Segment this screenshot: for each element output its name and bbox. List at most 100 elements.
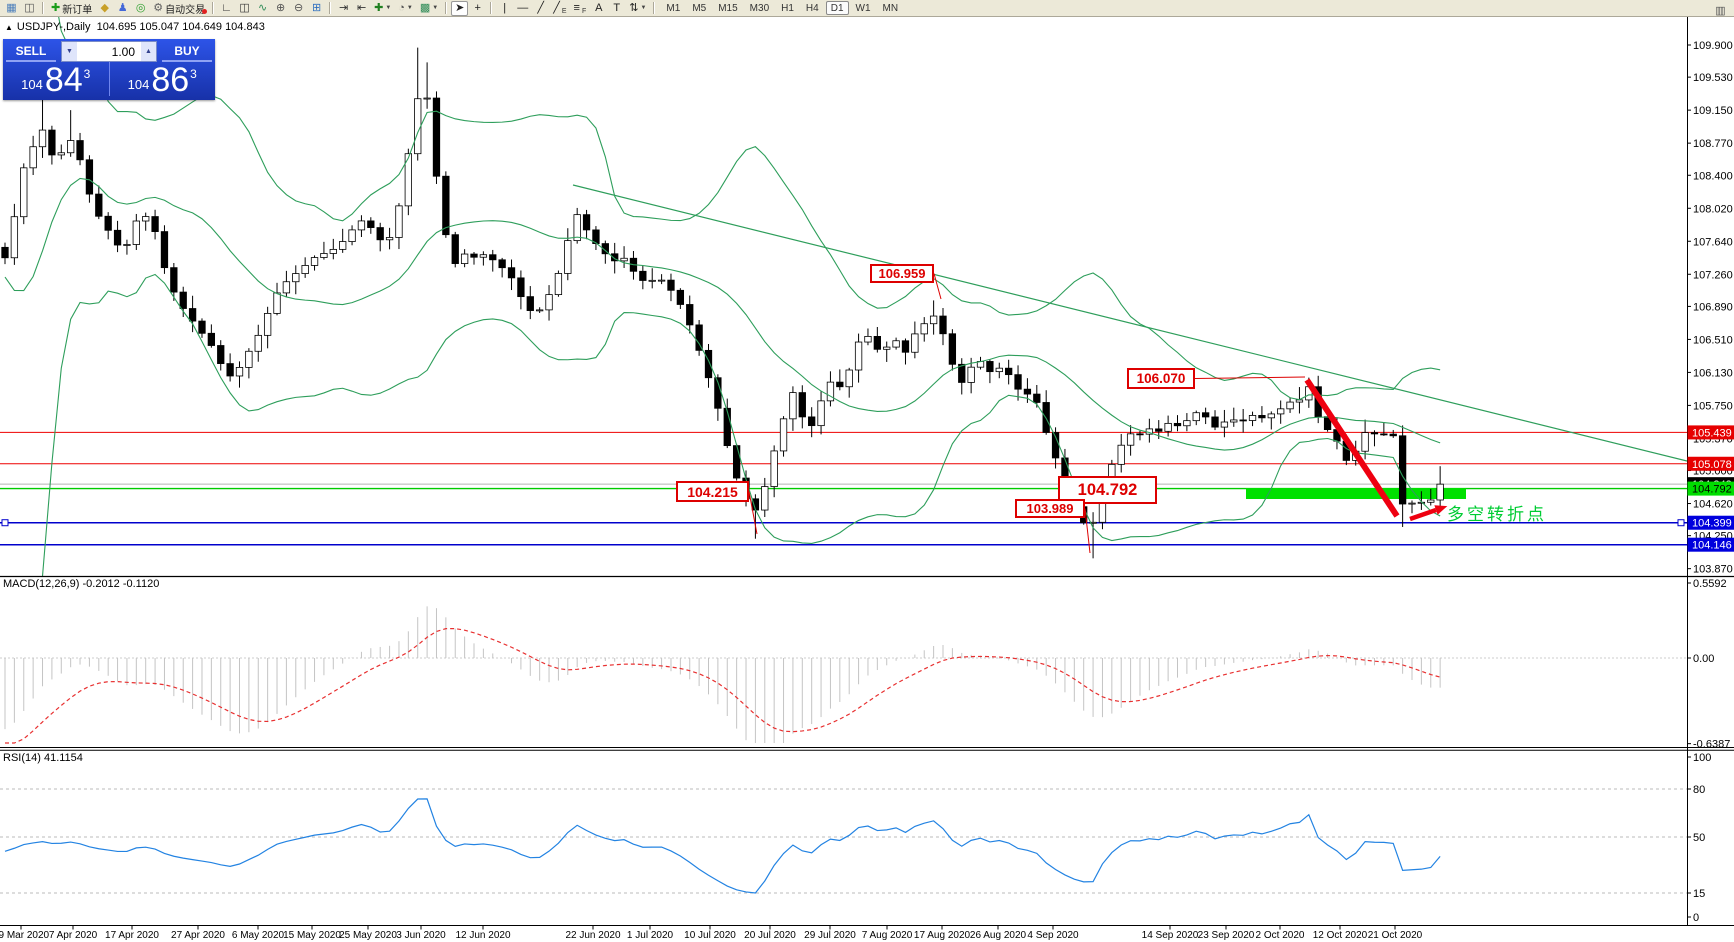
svg-text:107.640: 107.640 (1693, 236, 1733, 248)
symbol-period-label: USDJPY-,Daily (16, 21, 91, 33)
text-label-button[interactable]: T (608, 1, 625, 16)
timeframe-m15[interactable]: M15 (713, 1, 742, 15)
arrows-button[interactable]: ⇅ ▼ (626, 1, 649, 16)
vertical-line-button[interactable]: | (496, 1, 513, 16)
volume-increase-button[interactable]: ▲ (141, 42, 156, 61)
indicators-button[interactable]: ✚ ▼ (371, 1, 394, 16)
svg-text:12 Oct 2020: 12 Oct 2020 (1313, 930, 1368, 941)
line-handle[interactable] (1, 519, 9, 527)
svg-text:109.900: 109.900 (1693, 40, 1733, 52)
dropdown-caret-icon[interactable]: ▼ (385, 5, 392, 11)
text-label-icon: T (613, 1, 621, 14)
svg-text:29 Mar 2020: 29 Mar 2020 (0, 930, 50, 941)
price-callout[interactable]: 106.959 (870, 264, 934, 283)
zoom-out-button[interactable]: ⊖ (290, 1, 307, 16)
zoom-out-icon: ⊖ (293, 1, 304, 14)
collapse-trade-panel-icon[interactable]: ▲ (5, 23, 13, 32)
signals-button[interactable]: ◎ (132, 1, 149, 16)
svg-text:7 Apr 2020: 7 Apr 2020 (49, 930, 98, 941)
bull-bear-turning-point-label[interactable]: 多空转折点 (1447, 505, 1547, 524)
buy-button[interactable]: BUY (162, 41, 212, 62)
horizontal-line-icon: — (517, 1, 529, 14)
red-down-arrow[interactable] (1304, 378, 1400, 518)
bollinger-lower-band (41, 273, 1441, 576)
candlestick-chart-button[interactable]: ◫ (236, 1, 253, 16)
dropdown-caret-icon[interactable]: ▼ (640, 5, 647, 11)
cursor-button[interactable]: ➤ (451, 0, 469, 16)
timeframe-m5[interactable]: M5 (687, 1, 711, 15)
toolbar-separator (653, 2, 656, 14)
red-arrowhead (1434, 505, 1448, 515)
price-callout[interactable]: 103.989 (1015, 499, 1085, 518)
svg-text:17 Apr 2020: 17 Apr 2020 (105, 930, 159, 941)
fibonacci-icon: ≡ (573, 1, 580, 14)
svg-text:14 Sep 2020: 14 Sep 2020 (1142, 930, 1199, 941)
sell-button[interactable]: SELL (6, 41, 56, 62)
timeframe-m30[interactable]: M30 (745, 1, 774, 15)
red-up-arrow[interactable] (1409, 507, 1437, 522)
autotrading-button[interactable]: ⚙ 自动交易 (150, 1, 208, 16)
timeframe-h4[interactable]: H4 (801, 1, 824, 15)
rsi-value: 41.1154 (43, 752, 83, 764)
autotrading-status-dot (202, 8, 208, 14)
crosshair-button[interactable]: + (469, 1, 486, 16)
svg-text:108.770: 108.770 (1693, 138, 1733, 150)
community-button[interactable]: ♟ (114, 1, 131, 16)
fibonacci-button[interactable]: ≡ F (571, 1, 590, 16)
support-highlight-bar[interactable] (1246, 488, 1466, 499)
toolbox-icon: ▥ (1715, 5, 1726, 17)
timeframe-m1[interactable]: M1 (661, 1, 685, 15)
timeframe-mn[interactable]: MN (878, 1, 904, 15)
tile-windows-button[interactable]: ⊞ (308, 1, 325, 16)
dropdown-caret-icon[interactable]: ▼ (432, 5, 439, 11)
styles-icon: ◆ (100, 1, 109, 14)
buy-price[interactable]: 104 86 3 (110, 62, 216, 98)
volume-input[interactable] (77, 42, 141, 61)
cursor-icon: ➤ (455, 1, 465, 14)
line-handle[interactable] (1677, 519, 1685, 527)
svg-text:105.078: 105.078 (1692, 459, 1732, 471)
rsi-pane (0, 788, 1687, 894)
zoom-in-button[interactable]: ⊕ (272, 1, 289, 16)
toolbar-buttons: ▦ ◫ ✚ 新订单 ◆ ♟ ◎ ⚙ 自动交易 ∟ ◫ ∿ ⊕ ⊖ ⊞ ⇥ ⇤ ✚ ▼ ◔ ▼ ▩ ▼ ➤ + | — ╱ ╱ E ≡ F A T ⇅… (3, 0, 658, 16)
chart-title: ▲ USDJPY-,Daily 104.695 105.047 104.649 1… (5, 21, 265, 33)
price-callout[interactable]: 106.070 (1127, 368, 1195, 389)
svg-text:2 Oct 2020: 2 Oct 2020 (1256, 930, 1305, 941)
styles-button[interactable]: ◆ (96, 1, 113, 16)
svg-text:100: 100 (1693, 752, 1711, 764)
timeframe-w1[interactable]: W1 (851, 1, 876, 15)
horizontal-line-button[interactable]: — (514, 1, 531, 16)
svg-text:22 Jun 2020: 22 Jun 2020 (565, 930, 620, 941)
candles-layer (1, 47, 1444, 559)
macd-signal-line (5, 628, 1441, 744)
macd-histogram (4, 606, 1441, 744)
bar-chart-button[interactable]: ∟ (218, 1, 235, 16)
svg-text:25 May 2020: 25 May 2020 (339, 930, 397, 941)
macd-pane (0, 606, 1687, 744)
chart-shift-button[interactable]: ⇤ (353, 1, 370, 16)
line-chart-button[interactable]: ∿ (254, 1, 271, 16)
icon-subscript: F (581, 7, 587, 15)
sell-price[interactable]: 104 84 3 (3, 62, 109, 98)
timeframe-h1[interactable]: H1 (776, 1, 799, 15)
periods-button[interactable]: ◔ ▼ (395, 1, 416, 16)
volume-decrease-button[interactable]: ▼ (62, 42, 77, 61)
new-order-button[interactable]: ✚ 新订单 (48, 1, 95, 16)
price-callout[interactable]: 104.215 (676, 481, 749, 502)
templates-button[interactable]: ▩ ▼ (417, 1, 441, 16)
bollinger-upper-band (57, 16, 1441, 401)
trendline-button[interactable]: ╱ (532, 1, 549, 16)
new-chart-icon: ▦ (6, 1, 17, 14)
toolbox-button[interactable]: ▥ (1712, 4, 1729, 19)
descending-trendline[interactable] (572, 184, 1687, 462)
equidistant-channel-button[interactable]: ╱ E (550, 1, 569, 16)
arrows-icon: ⇅ (629, 1, 639, 14)
timeframe-d1[interactable]: D1 (825, 1, 849, 15)
new-chart-button[interactable]: ▦ (3, 1, 20, 16)
market-watch-button[interactable]: ◫ (21, 1, 38, 16)
dropdown-caret-icon[interactable]: ▼ (406, 5, 413, 11)
text-button[interactable]: A (590, 1, 607, 16)
auto-scroll-button[interactable]: ⇥ (335, 1, 352, 16)
